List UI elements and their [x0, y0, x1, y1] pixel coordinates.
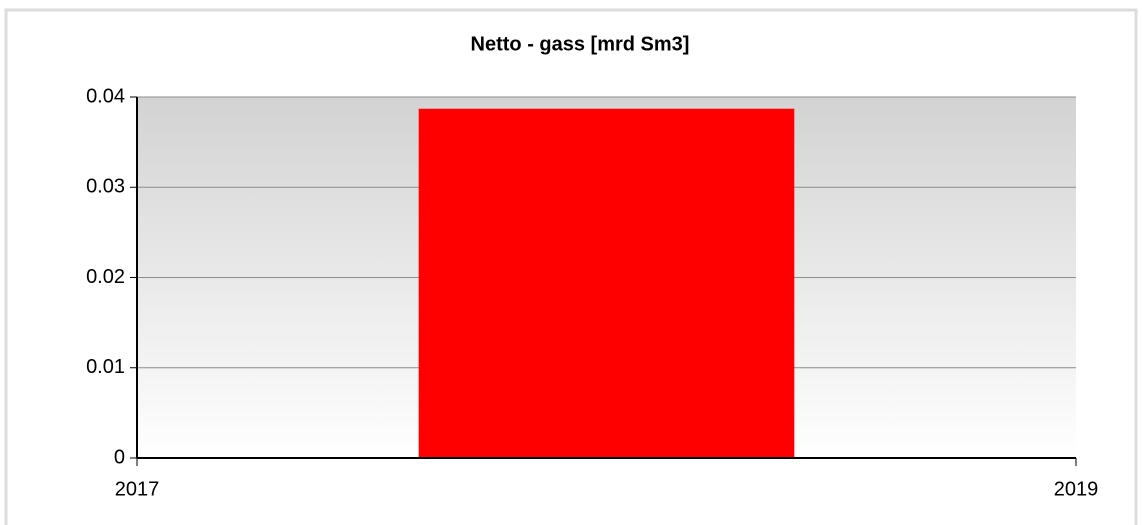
y-tick-label: 0.02: [86, 266, 125, 288]
y-tick-label: 0: [114, 446, 125, 468]
y-tick-label: 0.04: [86, 85, 125, 107]
y-tick-label: 0.01: [86, 356, 125, 378]
chart-title: Netto - gass [mrd Sm3]: [471, 33, 690, 55]
x-tick-label: 2017: [115, 478, 160, 500]
y-tick-label: 0.03: [86, 176, 125, 198]
bar: [418, 108, 795, 459]
x-tick-label: 2019: [1054, 478, 1099, 500]
